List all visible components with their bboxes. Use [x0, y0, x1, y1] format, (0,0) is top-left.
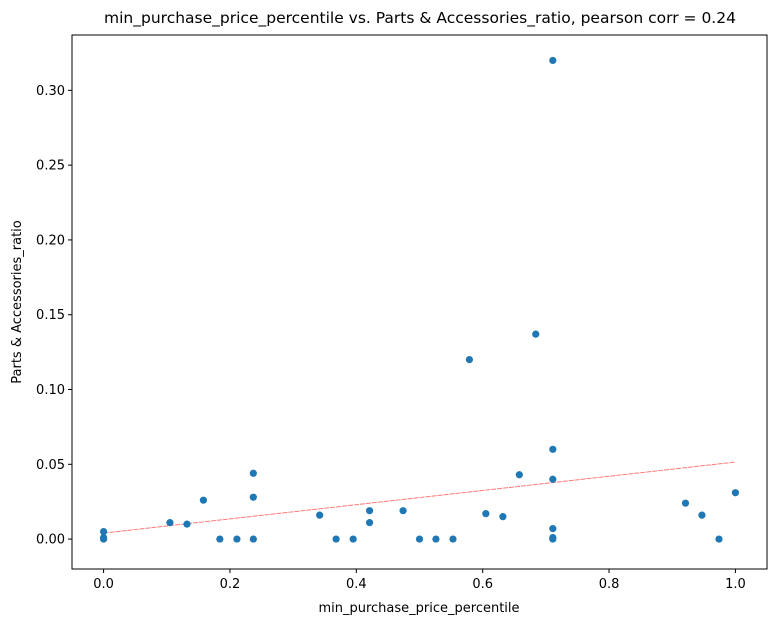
x-tick-label: 1.0	[725, 577, 746, 592]
y-tick-label: 0.30	[36, 84, 65, 99]
plot-frame	[71, 34, 768, 570]
data-point	[532, 330, 540, 338]
data-point	[515, 471, 523, 479]
data-point	[216, 535, 224, 543]
points-layer	[99, 56, 740, 543]
y-tick-label: 0.10	[36, 383, 65, 398]
y-tick-label: 0.25	[36, 159, 65, 174]
y-tick-label: 0.20	[36, 233, 65, 248]
data-point	[681, 499, 690, 507]
data-point	[316, 511, 324, 519]
data-point	[249, 535, 257, 543]
x-tick-label: 0.4	[346, 577, 367, 592]
data-point	[715, 535, 723, 543]
data-point	[482, 510, 490, 518]
data-point	[99, 535, 108, 543]
data-point	[449, 535, 457, 543]
data-point	[549, 56, 557, 65]
data-point	[549, 445, 557, 453]
y-axis: 0.00 0.05 0.10 0.15 0.20 0.25 0.30	[36, 84, 72, 548]
data-point	[99, 528, 108, 536]
data-point	[432, 535, 440, 543]
data-point	[731, 489, 740, 497]
data-point	[415, 535, 424, 543]
x-tick-label: 0.6	[472, 577, 493, 592]
data-point	[499, 513, 507, 521]
chart-title: min_purchase_price_percentile vs. Parts …	[104, 9, 736, 28]
data-point	[183, 520, 191, 528]
data-point	[332, 535, 340, 543]
x-tick-label: 0.0	[93, 577, 114, 592]
x-tick-label: 0.2	[220, 577, 241, 592]
data-point	[199, 496, 208, 504]
data-point	[549, 535, 557, 543]
data-point	[233, 535, 241, 543]
y-tick-label: 0.15	[36, 308, 65, 323]
x-axis-label: min_purchase_price_percentile	[318, 601, 519, 616]
plot-area	[72, 35, 767, 569]
trend-layer	[103, 461, 736, 534]
data-point	[549, 475, 557, 483]
data-point	[549, 525, 557, 533]
data-point	[365, 507, 374, 515]
data-point	[249, 469, 257, 477]
data-point	[465, 355, 474, 364]
y-tick-label: 0.00	[36, 533, 65, 548]
x-tick-label: 0.8	[599, 577, 620, 592]
data-point	[249, 493, 257, 501]
x-axis: 0.0 0.2 0.4 0.6 0.8 1.0	[93, 569, 746, 592]
data-point	[698, 511, 706, 519]
y-axis-label: Parts & Accessories_ratio	[10, 220, 25, 384]
data-point	[399, 507, 407, 515]
data-point	[365, 519, 374, 527]
trend-line	[103, 461, 736, 534]
data-point	[166, 519, 174, 527]
data-point	[349, 535, 357, 543]
y-tick-label: 0.05	[36, 458, 65, 473]
